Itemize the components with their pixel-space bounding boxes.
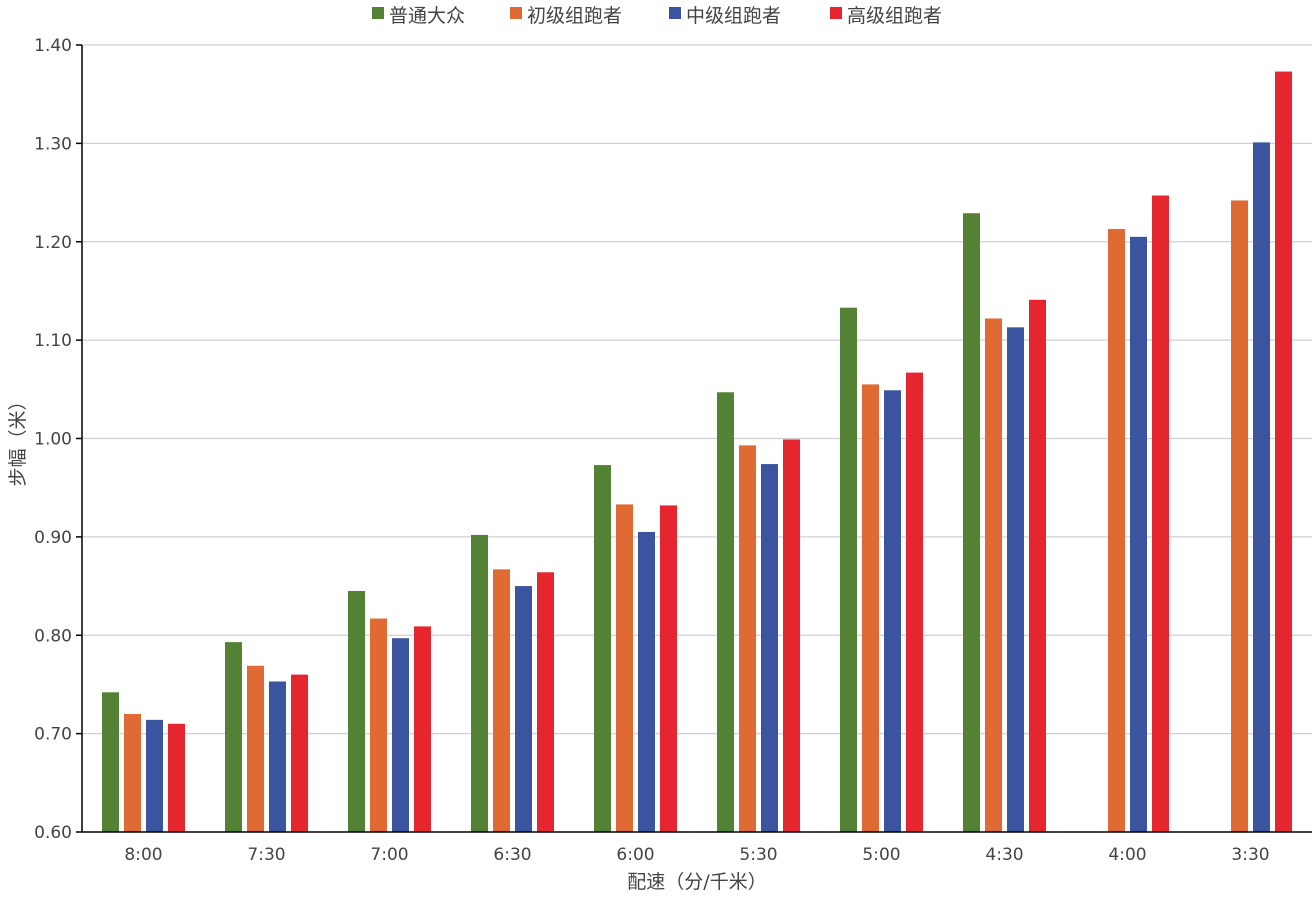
bar-2-3:30 <box>1231 200 1248 832</box>
bar-3-7:00 <box>392 638 409 832</box>
legend-swatch-4 <box>830 7 842 19</box>
y-tick-labels: 0.60 0.70 0.80 0.90 1.00 1.10 1.20 1.30 1.40 <box>34 36 72 843</box>
gridlines <box>82 44 1312 735</box>
bar-4-5:30 <box>783 439 800 832</box>
legend-label-3: 中级组跑者 <box>686 5 781 27</box>
legend-swatch-3 <box>669 7 681 19</box>
bar-2-4:00 <box>1108 228 1125 832</box>
axes <box>76 44 1312 833</box>
bar-2-7:30 <box>247 665 264 832</box>
y-axis-label: 步幅（米） <box>7 391 29 486</box>
y-tick-label: 1.20 <box>34 233 72 253</box>
bar-1-4:30 <box>963 213 980 832</box>
bar-2-6:30 <box>493 569 510 832</box>
bar-4-4:30 <box>1029 299 1046 832</box>
y-tick-label: 0.60 <box>34 823 72 843</box>
x-tick-label: 5:30 <box>739 845 777 865</box>
bar-2-6:00 <box>616 504 633 832</box>
y-tick-label: 1.10 <box>34 331 72 351</box>
bars <box>102 71 1292 833</box>
bar-4-7:00 <box>414 626 431 832</box>
x-tick-label: 7:00 <box>370 845 408 865</box>
y-tick-label: 1.00 <box>34 430 72 450</box>
x-axis-label: 配速（分/千米） <box>627 871 766 893</box>
y-tick-label: 0.70 <box>34 725 72 745</box>
bar-1-7:30 <box>225 642 242 832</box>
bar-1-5:30 <box>717 392 734 832</box>
bar-3-5:30 <box>761 464 778 832</box>
x-tick-label: 4:30 <box>985 845 1023 865</box>
bar-3-6:00 <box>638 531 655 832</box>
x-tick-label: 6:30 <box>493 845 531 865</box>
bar-1-7:00 <box>348 590 365 832</box>
bar-1-6:30 <box>471 534 488 832</box>
bar-3-4:30 <box>1007 327 1024 832</box>
bar-4-6:00 <box>660 505 677 832</box>
bar-1-8:00 <box>102 692 119 832</box>
legend-swatch-1 <box>372 7 384 19</box>
bar-3-8:00 <box>146 719 163 832</box>
bar-2-8:00 <box>124 713 141 832</box>
bar-4-6:30 <box>537 572 554 832</box>
bar-3-6:30 <box>515 586 532 832</box>
legend-label-4: 高级组跑者 <box>847 5 942 27</box>
bar-2-7:00 <box>370 618 387 832</box>
bar-4-7:30 <box>291 674 308 832</box>
x-tick-label: 6:00 <box>616 845 654 865</box>
x-tick-label: 5:00 <box>862 845 900 865</box>
x-tick-label: 8:00 <box>124 845 162 865</box>
bar-3-3:30 <box>1253 142 1270 833</box>
x-tick-labels: 8:00 7:30 7:00 6:30 6:00 5:30 5:00 4:30 4:00 3:30 <box>124 845 1269 865</box>
legend-label-1: 普通大众 <box>389 5 465 27</box>
bar-3-4:00 <box>1130 236 1147 833</box>
bar-2-4:30 <box>985 318 1002 832</box>
bar-3-7:30 <box>269 681 286 832</box>
x-tick-label: 3:30 <box>1231 845 1269 865</box>
bar-1-5:00 <box>840 307 857 832</box>
bar-4-5:00 <box>906 372 923 832</box>
bar-1-6:00 <box>594 465 611 832</box>
bar-3-5:00 <box>884 390 901 832</box>
y-tick-label: 0.90 <box>34 528 72 548</box>
legend-label-2: 初级组跑者 <box>527 5 622 27</box>
bar-4-8:00 <box>168 723 185 832</box>
bar-4-4:00 <box>1152 195 1169 833</box>
bar-2-5:00 <box>862 384 879 832</box>
y-tick-label: 0.80 <box>34 626 72 646</box>
x-tick-label: 4:00 <box>1108 845 1146 865</box>
legend: 普通大众 初级组跑者 中级组跑者 高级组跑者 <box>372 5 942 27</box>
bar-4-3:30 <box>1275 71 1292 832</box>
legend-swatch-2 <box>510 7 522 19</box>
x-tick-label: 7:30 <box>247 845 285 865</box>
bar-2-5:30 <box>739 445 756 832</box>
y-tick-label: 1.30 <box>34 134 72 154</box>
y-tick-label: 1.40 <box>34 36 72 56</box>
